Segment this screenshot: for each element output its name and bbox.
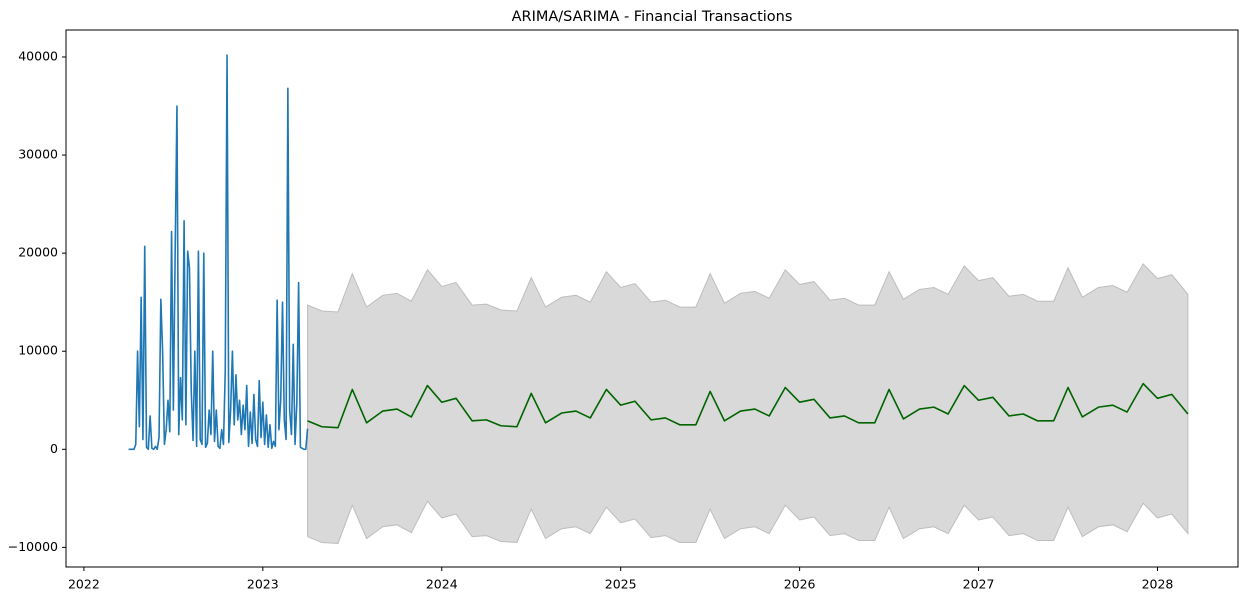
chart-title: ARIMA/SARIMA - Financial Transactions	[512, 9, 793, 25]
x-tick-label: 2027	[963, 577, 995, 592]
y-tick-label: 30000	[18, 147, 58, 162]
y-tick-label: 0	[50, 441, 58, 456]
x-tick-label: 2025	[605, 577, 637, 592]
y-tick-label: −10000	[8, 539, 58, 554]
y-tick-label: 20000	[18, 245, 58, 260]
x-tick-label: 2023	[247, 577, 279, 592]
series-line	[307, 382, 1189, 429]
plot-area	[128, 54, 1189, 544]
confidence-band	[307, 263, 1189, 544]
axes-frame	[65, 29, 1239, 568]
x-tick-label: 2028	[1142, 577, 1174, 592]
y-tick-label: 10000	[18, 343, 58, 358]
y-tick-label: 40000	[18, 48, 58, 63]
series-line	[128, 54, 309, 451]
x-tick-label: 2026	[784, 577, 816, 592]
x-tick-label: 2024	[426, 577, 458, 592]
x-tick-label: 2022	[68, 577, 100, 592]
